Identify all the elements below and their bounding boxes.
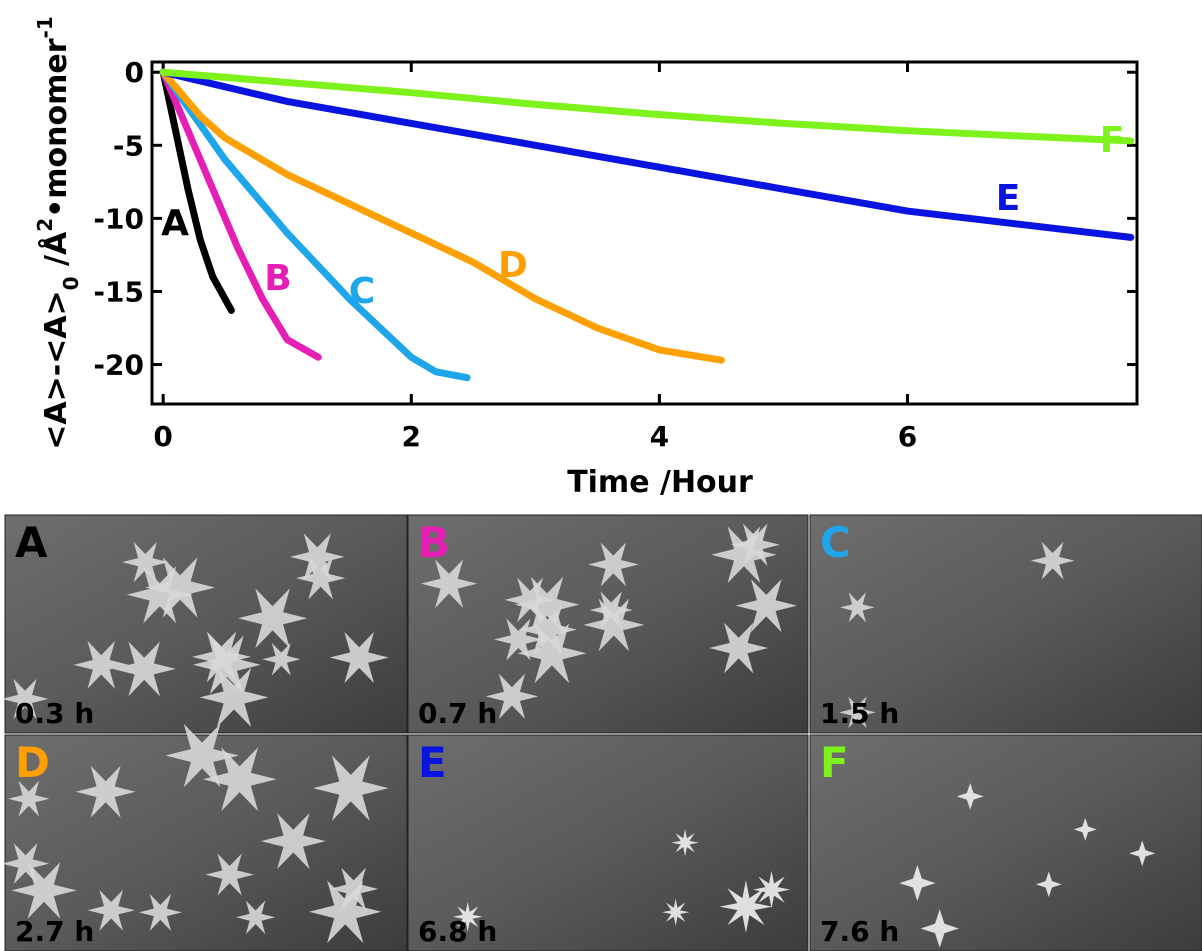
image-panel: B 0.7 h <box>408 515 808 733</box>
panel-letter: F <box>820 738 849 787</box>
data-line <box>163 72 467 377</box>
panel-letter: A <box>15 518 48 567</box>
data-line <box>163 72 1131 237</box>
crystal <box>753 871 790 908</box>
image-panel: C 1.5 h <box>810 515 1202 733</box>
series-label: A <box>161 203 189 244</box>
y-label-sub: 0 <box>59 276 83 290</box>
image-panel: F 7.6 h <box>810 735 1202 951</box>
figure: Time /Hour <A>-<A>0 /Å2•monomer-1 02460-… <box>0 0 1202 951</box>
y-tick-label: 0 <box>125 56 144 89</box>
panel-letter: E <box>418 738 447 787</box>
y-tick-label: -20 <box>93 349 144 382</box>
series-label: E <box>996 178 1021 219</box>
series-label: C <box>349 271 375 312</box>
image-panel: A 0.3 h <box>2 515 407 733</box>
x-tick-label: 6 <box>898 420 917 453</box>
crystal <box>671 829 698 856</box>
panel-time: 2.7 h <box>15 915 94 948</box>
series-label: D <box>498 245 528 286</box>
y-tick-label: -15 <box>93 275 144 308</box>
panel-letter: B <box>418 518 450 567</box>
panel-time: 0.7 h <box>418 697 497 730</box>
y-label-part: <A>-<A> <box>39 290 74 449</box>
panel-time: 6.8 h <box>418 915 497 948</box>
series-label: F <box>1100 120 1125 161</box>
y-tick-label: -5 <box>113 129 144 162</box>
y-label-sup: -1 <box>33 16 57 38</box>
image-panel: D 2.7 h <box>2 724 407 951</box>
panel-letter: C <box>820 518 851 567</box>
panel-time: 1.5 h <box>820 697 899 730</box>
y-axis-label: <A>-<A>0 /Å2•monomer-1 <box>33 16 83 450</box>
panel-time: 0.3 h <box>15 697 94 730</box>
panel-letter: D <box>15 738 50 787</box>
image-panel: E 6.8 h <box>408 735 808 951</box>
x-tick-label: 2 <box>402 420 421 453</box>
page: {"chart_data": {"type": "line", "xlabel"… <box>0 0 1202 951</box>
y-tick-label: -10 <box>93 202 144 235</box>
y-label-part: •monomer <box>39 38 74 218</box>
x-tick-label: 0 <box>153 420 172 453</box>
y-label-part: /Å <box>37 231 74 276</box>
crystal <box>662 898 689 925</box>
panel-time: 7.6 h <box>820 915 899 948</box>
series-label: B <box>264 258 291 299</box>
y-label-sup: 2 <box>33 218 57 232</box>
x-tick-label: 4 <box>650 420 669 453</box>
x-axis-label: Time /Hour <box>567 465 753 500</box>
